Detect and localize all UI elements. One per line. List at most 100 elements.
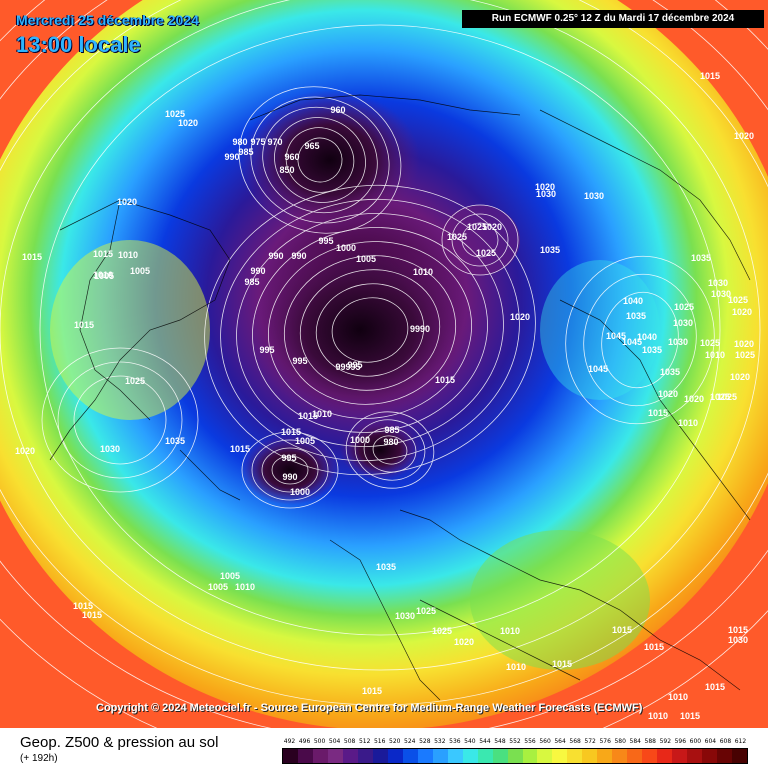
pressure-label: 1015 <box>680 711 700 721</box>
pressure-label: 995 <box>259 345 274 355</box>
isobar <box>220 198 520 462</box>
pressure-label: 1040 <box>623 296 643 306</box>
pressure-label: 1045 <box>588 364 608 374</box>
isobar <box>345 411 435 489</box>
isobar <box>73 375 167 465</box>
coastline <box>329 539 441 701</box>
pressure-label: 1010 <box>93 270 113 280</box>
isobar <box>41 347 199 493</box>
pressure-label: 1020 <box>117 197 137 207</box>
pressure-label: 1030 <box>100 444 120 454</box>
color-scale-bar <box>282 748 748 764</box>
isobar <box>267 241 473 419</box>
isobar <box>57 361 183 479</box>
scale-label: 532 <box>434 738 446 745</box>
pressure-label: 965 <box>304 141 319 151</box>
coastline <box>399 509 741 691</box>
isobar <box>331 297 409 363</box>
pressure-label: 1005 <box>295 436 315 446</box>
scale-label: 540 <box>464 738 476 745</box>
coastline <box>49 199 231 461</box>
scale-label: 604 <box>704 738 717 745</box>
scale-swatch <box>372 749 388 763</box>
pressure-label: 1030 <box>395 611 415 621</box>
scale-label: 580 <box>614 738 626 745</box>
pressure-label: 1030 <box>708 278 728 288</box>
america-ridge <box>50 240 210 420</box>
coastline <box>419 599 581 681</box>
pressure-label: 1025 <box>728 295 748 305</box>
isobar <box>354 419 426 481</box>
pressure-label: 1025 <box>710 392 730 402</box>
pressure-label: 990 <box>250 266 265 276</box>
isobar <box>251 439 329 501</box>
scale-label: 544 <box>479 738 491 745</box>
forecast-range: (+ 192h) <box>20 753 58 764</box>
scale-swatch <box>357 749 373 763</box>
scale-swatch <box>297 749 313 763</box>
isobar <box>39 24 721 636</box>
pressure-label: 1020 <box>734 339 754 349</box>
pressure-label: 1000 <box>336 243 356 253</box>
scale-label: 528 <box>419 738 431 745</box>
pressure-label: 985 <box>244 277 259 287</box>
isobar <box>461 222 499 258</box>
pressure-label: 990 <box>224 152 239 162</box>
scale-label: 520 <box>389 738 401 745</box>
pressure-label: 850 <box>279 165 294 175</box>
scale-label: 576 <box>599 738 611 745</box>
pressure-label: 1010 <box>413 267 433 277</box>
scale-label: 516 <box>373 738 386 745</box>
pressure-label: 975 <box>250 137 265 147</box>
isobar <box>274 117 366 203</box>
pressure-label: 1030 <box>673 318 693 328</box>
scale-swatch <box>612 749 628 763</box>
isobar <box>299 269 441 391</box>
pressure-label: 1030 <box>536 189 556 199</box>
pressure-label: 1035 <box>691 253 711 263</box>
pressure-label: 1020 <box>684 394 704 404</box>
coastline <box>539 109 751 281</box>
pressure-label: 1035 <box>626 311 646 321</box>
pressure-label: 9990 <box>410 324 430 334</box>
scale-label: 568 <box>569 738 581 745</box>
pressure-label: 1015 <box>362 686 382 696</box>
scale-label: 572 <box>584 738 596 745</box>
scale-label: 564 <box>554 738 566 745</box>
pressure-label: 1020 <box>732 307 752 317</box>
scale-label: 552 <box>509 738 521 745</box>
scale-label: 512 <box>358 738 371 745</box>
pressure-label: 1035 <box>376 562 396 572</box>
asia-ridge <box>540 260 660 400</box>
scale-label: 556 <box>524 738 536 745</box>
pressure-label: 985 <box>238 147 253 157</box>
scale-label: 500 <box>313 738 326 745</box>
pressure-label: 1015 <box>648 408 668 418</box>
pressure-label: 1005 <box>356 254 376 264</box>
scale-label: 612 <box>734 738 747 745</box>
scale-label: 496 <box>298 738 311 745</box>
pressure-label: 1030 <box>711 289 731 299</box>
coastline <box>559 299 751 521</box>
scale-label: 596 <box>674 738 687 745</box>
mediterranean-trough <box>470 530 650 670</box>
scale-swatch <box>627 749 643 763</box>
isobar <box>0 0 768 706</box>
scale-label: 504 <box>328 738 341 745</box>
pressure-label: 1015 <box>82 610 102 620</box>
pressure-label: 1015 <box>644 642 664 652</box>
isobar <box>250 96 390 224</box>
isobar <box>372 435 408 465</box>
pressure-label: 1040 <box>637 332 657 342</box>
scale-swatch <box>642 749 658 763</box>
pressure-label: 970 <box>267 137 282 147</box>
isobar <box>363 427 417 473</box>
pressure-label: 1010 <box>500 626 520 636</box>
scale-swatch <box>417 749 433 763</box>
pressure-label: 1015 <box>93 249 113 259</box>
isobar <box>297 137 343 183</box>
pressure-label: 1025 <box>447 232 467 242</box>
pressure-label: 1015 <box>435 375 455 385</box>
pressure-label: 1005 <box>208 582 228 592</box>
pressure-label: 1010 <box>312 409 332 419</box>
